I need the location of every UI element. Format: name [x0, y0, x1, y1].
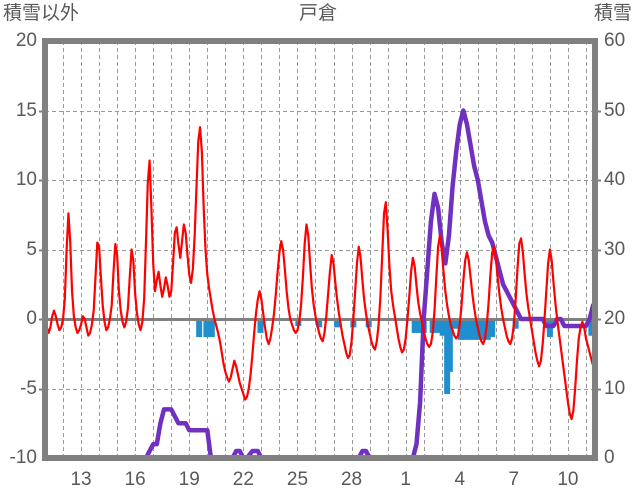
plot-background: [45, 41, 595, 458]
precipitation-bar: [588, 319, 595, 336]
precipitation-bar: [462, 319, 469, 340]
right-axis-tick-label: 20: [604, 308, 626, 329]
left-axis-tick-label: -10: [9, 447, 37, 468]
x-axis-tick-label: 25: [286, 469, 309, 490]
precipitation-bar: [457, 319, 464, 340]
right-axis-tick-label: 10: [604, 377, 626, 399]
precipitation-bar: [411, 319, 418, 333]
left-axis-tick-label: 15: [15, 99, 37, 121]
x-axis-tick-label: 16: [124, 469, 146, 490]
left-axis-tick-label: 20: [15, 30, 37, 51]
precipitation-bar: [257, 319, 264, 333]
precipitation-bar: [203, 319, 210, 338]
precipitation-bar: [416, 319, 423, 333]
x-axis-tick-label: 22: [232, 469, 254, 490]
precipitation-bar: [484, 319, 491, 340]
x-axis-tick-label: 4: [454, 469, 466, 490]
right-axis-tick-label: 0: [604, 447, 615, 468]
precipitation-bar: [334, 319, 341, 328]
precipitation-bar: [196, 319, 203, 338]
x-axis-tick-label: 28: [340, 469, 363, 490]
precipitation-bar: [316, 319, 323, 328]
right-axis-tick-label: 60: [604, 30, 626, 51]
precipitation-bar: [208, 319, 215, 338]
x-axis-tick-label: 7: [508, 469, 520, 490]
precipitation-bar: [471, 319, 478, 340]
right-axis-tick-label: 50: [604, 99, 626, 121]
left-axis-tick-label: -5: [20, 377, 37, 399]
temperature-line: [43, 126, 595, 421]
page-title: 戸倉: [298, 3, 337, 24]
precipitation-bar: [365, 319, 372, 328]
precipitation-bar: [434, 319, 441, 333]
left-axis-tick-label: 10: [15, 169, 37, 190]
precipitation-bar: [453, 319, 460, 329]
right-axis-tick-label: 30: [604, 238, 626, 260]
x-axis-tick-label: 19: [178, 469, 200, 490]
left-axis-title: 積雪以外: [3, 3, 80, 24]
right-axis-tick-label: 40: [604, 169, 626, 190]
left-axis-tick-label: 0: [26, 308, 37, 329]
precipitation-bar: [466, 319, 473, 340]
precipitation-bar: [480, 319, 487, 340]
precipitation-bar: [446, 319, 453, 372]
right-axis-title: 積雪: [593, 3, 632, 24]
x-axis-tick-label: 1: [400, 469, 411, 490]
precipitation-bar: [439, 319, 446, 336]
x-axis-tick-label: 13: [70, 469, 92, 490]
left-axis-tick-label: 5: [26, 238, 37, 260]
precipitation-bar: [489, 319, 496, 338]
precipitation-bar: [512, 319, 519, 329]
x-axis-tick-label: 10: [557, 469, 579, 490]
